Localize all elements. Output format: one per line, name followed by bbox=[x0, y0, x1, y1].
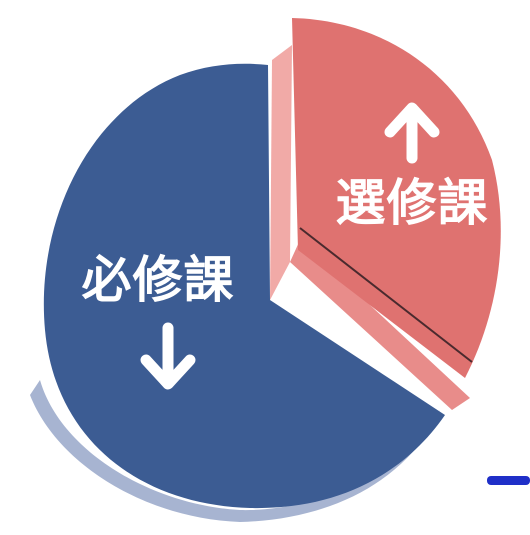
pie-slice-required bbox=[43, 63, 445, 509]
down-arrow-icon bbox=[140, 322, 196, 390]
slice-label-required: 必修課 bbox=[82, 251, 235, 309]
accent-line bbox=[487, 476, 530, 485]
required-slice-edge bbox=[30, 380, 440, 522]
slice-label-elective: 選修課 bbox=[336, 174, 489, 232]
elective-slice-edge bbox=[270, 45, 292, 300]
up-arrow-icon bbox=[384, 102, 440, 164]
elective-slice-bottom-edge bbox=[290, 240, 470, 410]
pie-slice-elective bbox=[292, 18, 501, 378]
elective-slice-crease bbox=[299, 227, 473, 363]
